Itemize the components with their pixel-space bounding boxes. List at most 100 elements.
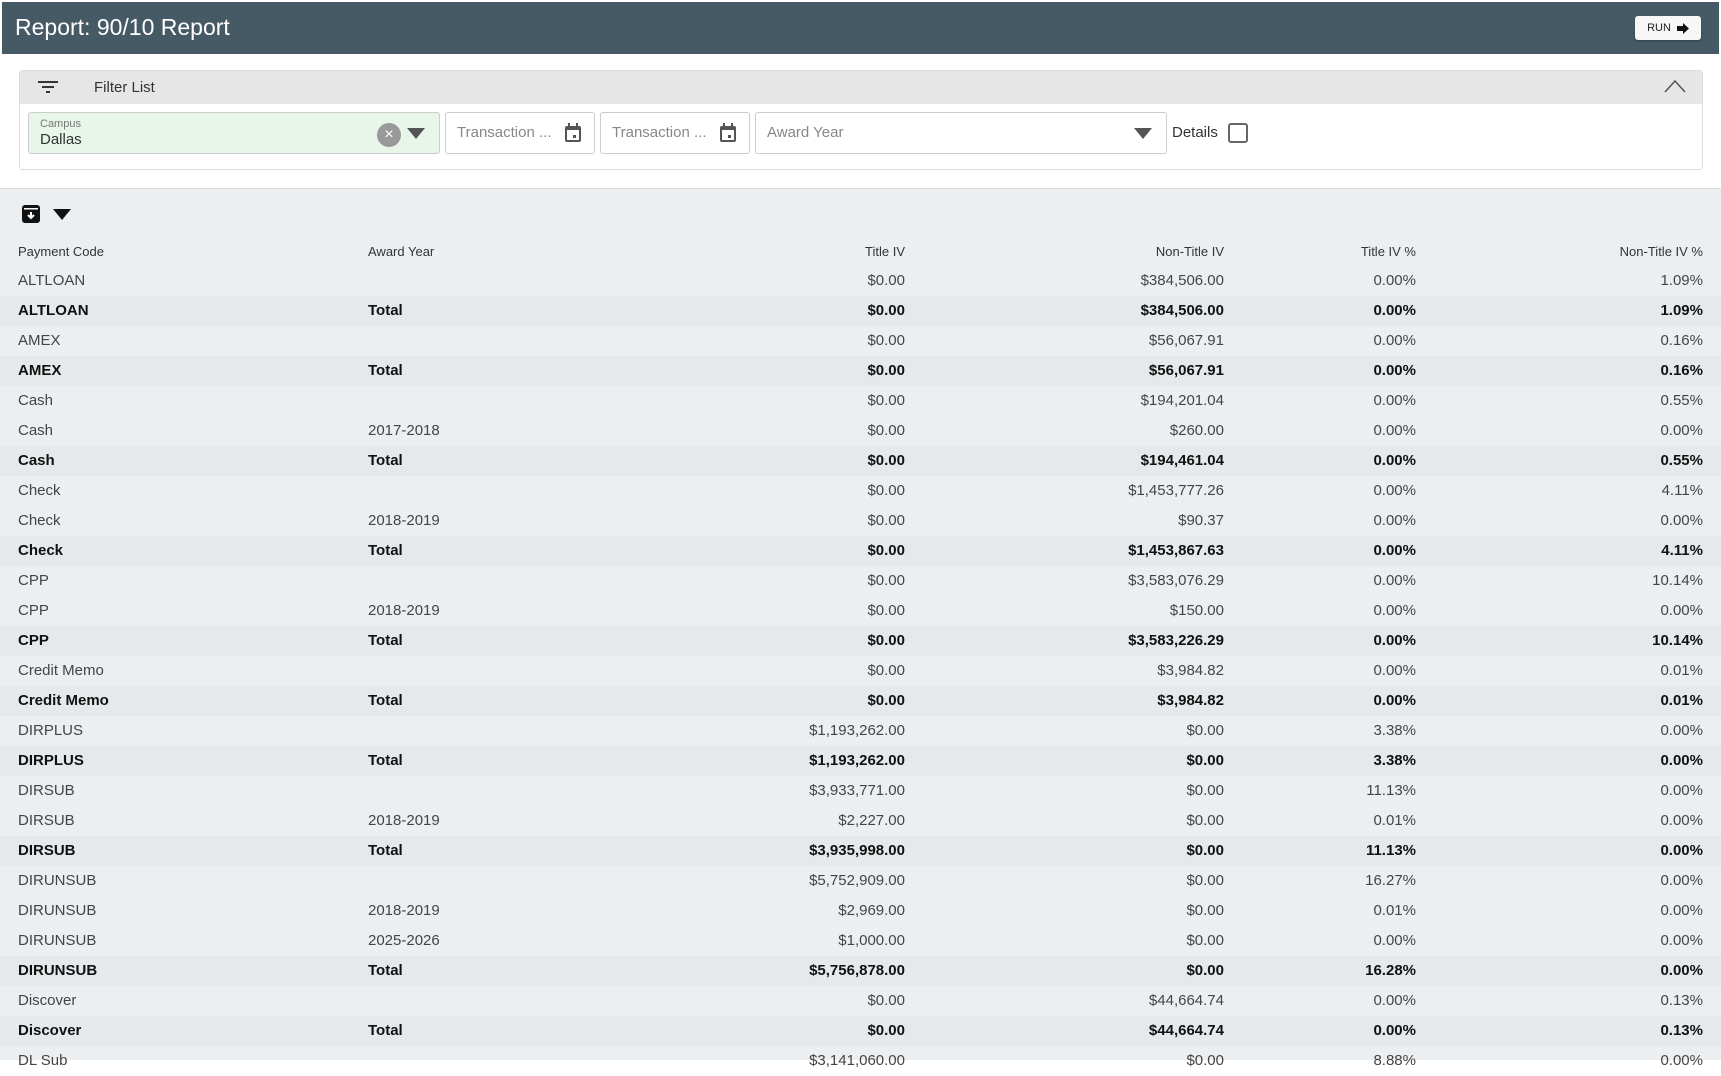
cell-t4p: 0.00% [1373,572,1416,589]
cell-nt4p: 0.00% [1660,512,1703,529]
caret-down-icon[interactable] [53,208,71,220]
cell-year: Total [368,362,403,379]
column-header[interactable]: Title IV [865,244,905,259]
cell-t4: $3,933,771.00 [809,782,905,799]
cell-year: Total [368,692,403,709]
cell-t4p: 0.00% [1373,632,1416,649]
award-year-placeholder: Award Year [767,124,844,141]
cell-t4: $5,756,878.00 [809,962,905,979]
cell-t4: $0.00 [867,992,905,1009]
transaction-from-placeholder: Transaction ... [457,124,552,141]
cell-t4: $0.00 [867,452,905,469]
cell-nt4: $3,984.82 [1157,692,1224,709]
cell-t4p: 0.00% [1373,602,1416,619]
clear-icon[interactable]: × [377,123,401,147]
cell-code: DIRSUB [18,782,75,799]
cell-t4: $2,969.00 [838,902,905,919]
column-header[interactable]: Award Year [368,244,435,259]
cell-t4p: 0.00% [1373,302,1416,319]
arrow-right-icon [1676,22,1689,34]
table-row: DL Sub $3,141,060.00 $0.00 8.88% 0.00% [0,1046,1721,1076]
cell-code: Discover [18,1022,82,1039]
cell-code: Check [18,482,61,499]
award-year-select[interactable]: Award Year [755,112,1167,154]
export-download-icon[interactable] [21,204,41,224]
run-button[interactable]: RUN [1635,16,1701,40]
cell-nt4p: 0.00% [1660,902,1703,919]
campus-label: Campus [40,118,81,130]
chevron-up-icon[interactable] [1664,77,1686,95]
table-total-row: ALTLOAN Total $0.00 $384,506.00 0.00% 1.09% [0,296,1721,326]
calendar-icon[interactable] [719,123,737,143]
table-row: Cash $0.00 $194,201.04 0.00% 0.55% [0,386,1721,416]
transaction-from-date[interactable]: Transaction ... [445,112,595,154]
cell-year: Total [368,452,403,469]
column-header[interactable]: Payment Code [18,244,104,259]
cell-nt4: $3,984.82 [1157,662,1224,679]
cell-code: Cash [18,452,55,469]
cell-code: DIRUNSUB [18,962,98,979]
details-checkbox[interactable] [1228,123,1248,143]
cell-nt4p: 0.00% [1660,932,1703,949]
cell-year: 2018-2019 [368,602,440,619]
campus-select[interactable]: Campus Dallas × [28,112,440,154]
cell-code: Discover [18,992,77,1009]
details-label: Details [1172,124,1218,141]
table-total-row: DIRSUB Total $3,935,998.00 $0.00 11.13% 0.00% [0,836,1721,866]
cell-year: 2018-2019 [368,512,440,529]
cell-nt4: $194,461.04 [1140,452,1224,469]
calendar-icon[interactable] [564,123,582,143]
table-row: AMEX $0.00 $56,067.91 0.00% 0.16% [0,326,1721,356]
cell-nt4: $384,506.00 [1140,302,1224,319]
cell-code: Check [18,542,64,559]
table-row: CPP 2018-2019 $0.00 $150.00 0.00% 0.00% [0,596,1721,626]
cell-t4p: 0.00% [1373,452,1416,469]
cell-year: Total [368,842,403,859]
filter-header[interactable]: Filter List [20,71,1702,104]
cell-t4p: 0.00% [1373,692,1416,709]
caret-down-icon[interactable] [1134,128,1152,139]
cell-t4: $3,935,998.00 [809,842,905,859]
cell-nt4: $384,506.00 [1140,272,1224,289]
cell-t4p: 0.00% [1373,422,1416,439]
caret-down-icon[interactable] [407,128,425,139]
cell-t4: $0.00 [867,362,905,379]
page-title: Report: 90/10 Report [15,14,230,40]
table-total-row: CPP Total $0.00 $3,583,226.29 0.00% 10.14% [0,626,1721,656]
cell-t4p: 0.00% [1373,362,1416,379]
column-header[interactable]: Title IV % [1360,244,1416,259]
cell-code: DIRPLUS [18,752,84,769]
cell-nt4: $194,201.04 [1140,392,1224,409]
cell-code: Cash [18,392,54,409]
cell-nt4: $0.00 [1186,842,1224,859]
cell-t4p: 0.00% [1373,1022,1416,1039]
cell-nt4p: 0.00% [1660,752,1703,769]
column-header[interactable]: Non-Title IV % [1619,244,1703,259]
cell-nt4p: 0.00% [1660,422,1703,439]
table-total-row: Discover Total $0.00 $44,664.74 0.00% 0.13% [0,1016,1721,1046]
cell-nt4p: 0.55% [1660,452,1703,469]
table-row: Credit Memo $0.00 $3,984.82 0.00% 0.01% [0,656,1721,686]
cell-t4p: 0.00% [1373,662,1416,679]
cell-t4: $0.00 [867,332,905,349]
cell-nt4: $260.00 [1169,422,1224,439]
cell-t4p: 3.38% [1373,752,1416,769]
cell-nt4p: 1.09% [1660,302,1703,319]
cell-t4: $0.00 [867,662,905,679]
cell-t4: $2,227.00 [838,812,905,829]
transaction-to-date[interactable]: Transaction ... [600,112,750,154]
cell-nt4p: 0.00% [1660,1052,1703,1069]
top-bar: Report: 90/10 Report RUN [2,2,1719,54]
filter-lines-icon [38,81,58,93]
cell-nt4: $44,664.74 [1148,992,1224,1009]
cell-t4p: 0.00% [1373,992,1416,1009]
cell-t4: $1,193,262.00 [809,722,905,739]
column-header[interactable]: Non-Title IV [1155,244,1224,259]
report-results: Payment Code Award Year Title IV Non-Tit… [0,188,1721,1069]
cell-nt4: $56,067.91 [1148,332,1224,349]
cell-code: CPP [18,632,49,649]
transaction-to-placeholder: Transaction ... [612,124,707,141]
cell-t4: $0.00 [867,1022,905,1039]
cell-nt4p: 10.14% [1652,632,1703,649]
cell-code: DIRPLUS [18,722,84,739]
